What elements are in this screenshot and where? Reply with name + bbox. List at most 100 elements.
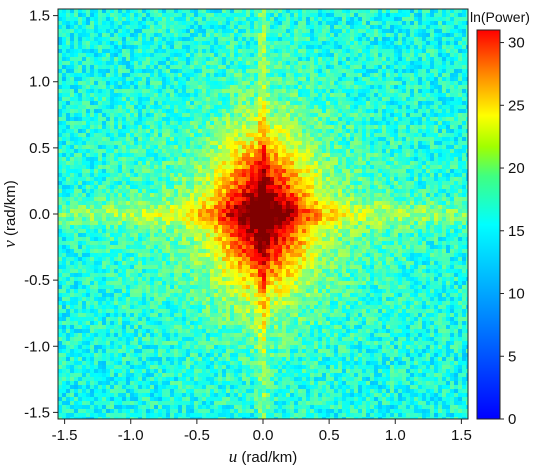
heat-cell (322, 65, 326, 69)
heat-cell (294, 89, 298, 93)
heat-cell (214, 177, 218, 181)
heat-cell (382, 57, 386, 61)
heat-cell (206, 109, 210, 113)
heat-cell (222, 93, 226, 97)
heat-cell (374, 29, 378, 33)
heat-cell (406, 153, 410, 157)
heat-cell (174, 105, 178, 109)
heat-cell (398, 133, 402, 137)
heat-cell (370, 73, 374, 77)
heat-cell (74, 165, 78, 169)
heat-cell (110, 21, 114, 25)
heat-cell (382, 121, 386, 125)
heat-cell (450, 173, 454, 177)
heat-cell (150, 85, 154, 89)
heat-cell (306, 137, 310, 141)
heat-cell (190, 173, 194, 177)
heat-cell (418, 73, 422, 77)
heat-cell (394, 105, 398, 109)
heat-cell (422, 181, 426, 185)
heat-cell (430, 41, 434, 45)
heat-cell (362, 21, 366, 25)
heat-cell (214, 197, 218, 201)
heat-cell (150, 109, 154, 113)
heat-cell (266, 193, 270, 197)
heat-cell (142, 193, 146, 197)
heat-cell (354, 117, 358, 121)
heat-cell (170, 49, 174, 53)
heat-cell (66, 61, 70, 65)
heat-cell (166, 121, 170, 125)
heat-cell (410, 189, 414, 193)
heat-cell (370, 189, 374, 193)
heat-cell (178, 45, 182, 49)
heat-cell (406, 77, 410, 81)
heat-cell (178, 65, 182, 69)
heat-cell (294, 157, 298, 161)
heat-cell (222, 185, 226, 189)
heat-cell (290, 57, 294, 61)
heat-cell (394, 37, 398, 41)
heat-cell (370, 13, 374, 17)
heat-cell (246, 49, 250, 53)
heat-cell (398, 153, 402, 157)
heat-cell (450, 137, 454, 141)
heat-cell (122, 109, 126, 113)
heat-cell (170, 145, 174, 149)
heat-cell (210, 133, 214, 137)
heat-cell (334, 193, 338, 197)
heat-cell (390, 109, 394, 113)
heat-cell (410, 81, 414, 85)
heat-cell (362, 137, 366, 141)
heat-cell (162, 169, 166, 173)
heat-cell (130, 17, 134, 21)
heat-cell (66, 197, 70, 201)
heat-cell (190, 109, 194, 113)
heat-cell (318, 9, 322, 13)
heat-cell (430, 93, 434, 97)
heat-cell (458, 21, 462, 25)
heat-cell (454, 9, 458, 13)
heat-cell (462, 193, 466, 197)
heat-cell (442, 169, 446, 173)
heat-cell (142, 117, 146, 121)
heat-cell (206, 189, 210, 193)
heat-cell (466, 97, 468, 101)
heat-cell (338, 181, 342, 185)
heat-cell (314, 29, 318, 33)
heat-cell (74, 177, 78, 181)
heat-cell (70, 153, 74, 157)
heat-cell (330, 161, 334, 165)
heat-cell (246, 153, 250, 157)
heat-cell (382, 49, 386, 53)
heat-cell (118, 149, 122, 153)
heat-cell (218, 69, 222, 73)
heat-cell (58, 57, 62, 61)
heat-cell (74, 97, 78, 101)
heat-cell (422, 121, 426, 125)
heat-cell (78, 25, 82, 29)
heat-cell (90, 77, 94, 81)
heat-cell (394, 141, 398, 145)
heat-cell (58, 161, 62, 165)
heat-cell (290, 69, 294, 73)
heat-cell (310, 153, 314, 157)
heat-cell (246, 117, 250, 121)
heat-cell (98, 201, 102, 205)
heat-cell (266, 101, 270, 105)
heat-cell (390, 73, 394, 77)
heat-cell (242, 201, 246, 205)
heat-cell (162, 57, 166, 61)
heat-cell (434, 45, 438, 49)
heat-cell (370, 149, 374, 153)
heat-cell (138, 181, 142, 185)
heat-cell (342, 113, 346, 117)
heat-cell (278, 29, 282, 33)
heat-cell (246, 21, 250, 25)
heat-cell (202, 121, 206, 125)
heat-cell (430, 101, 434, 105)
heat-cell (422, 65, 426, 69)
heat-cell (266, 21, 270, 25)
heat-cell (426, 105, 430, 109)
heat-cell (274, 57, 278, 61)
